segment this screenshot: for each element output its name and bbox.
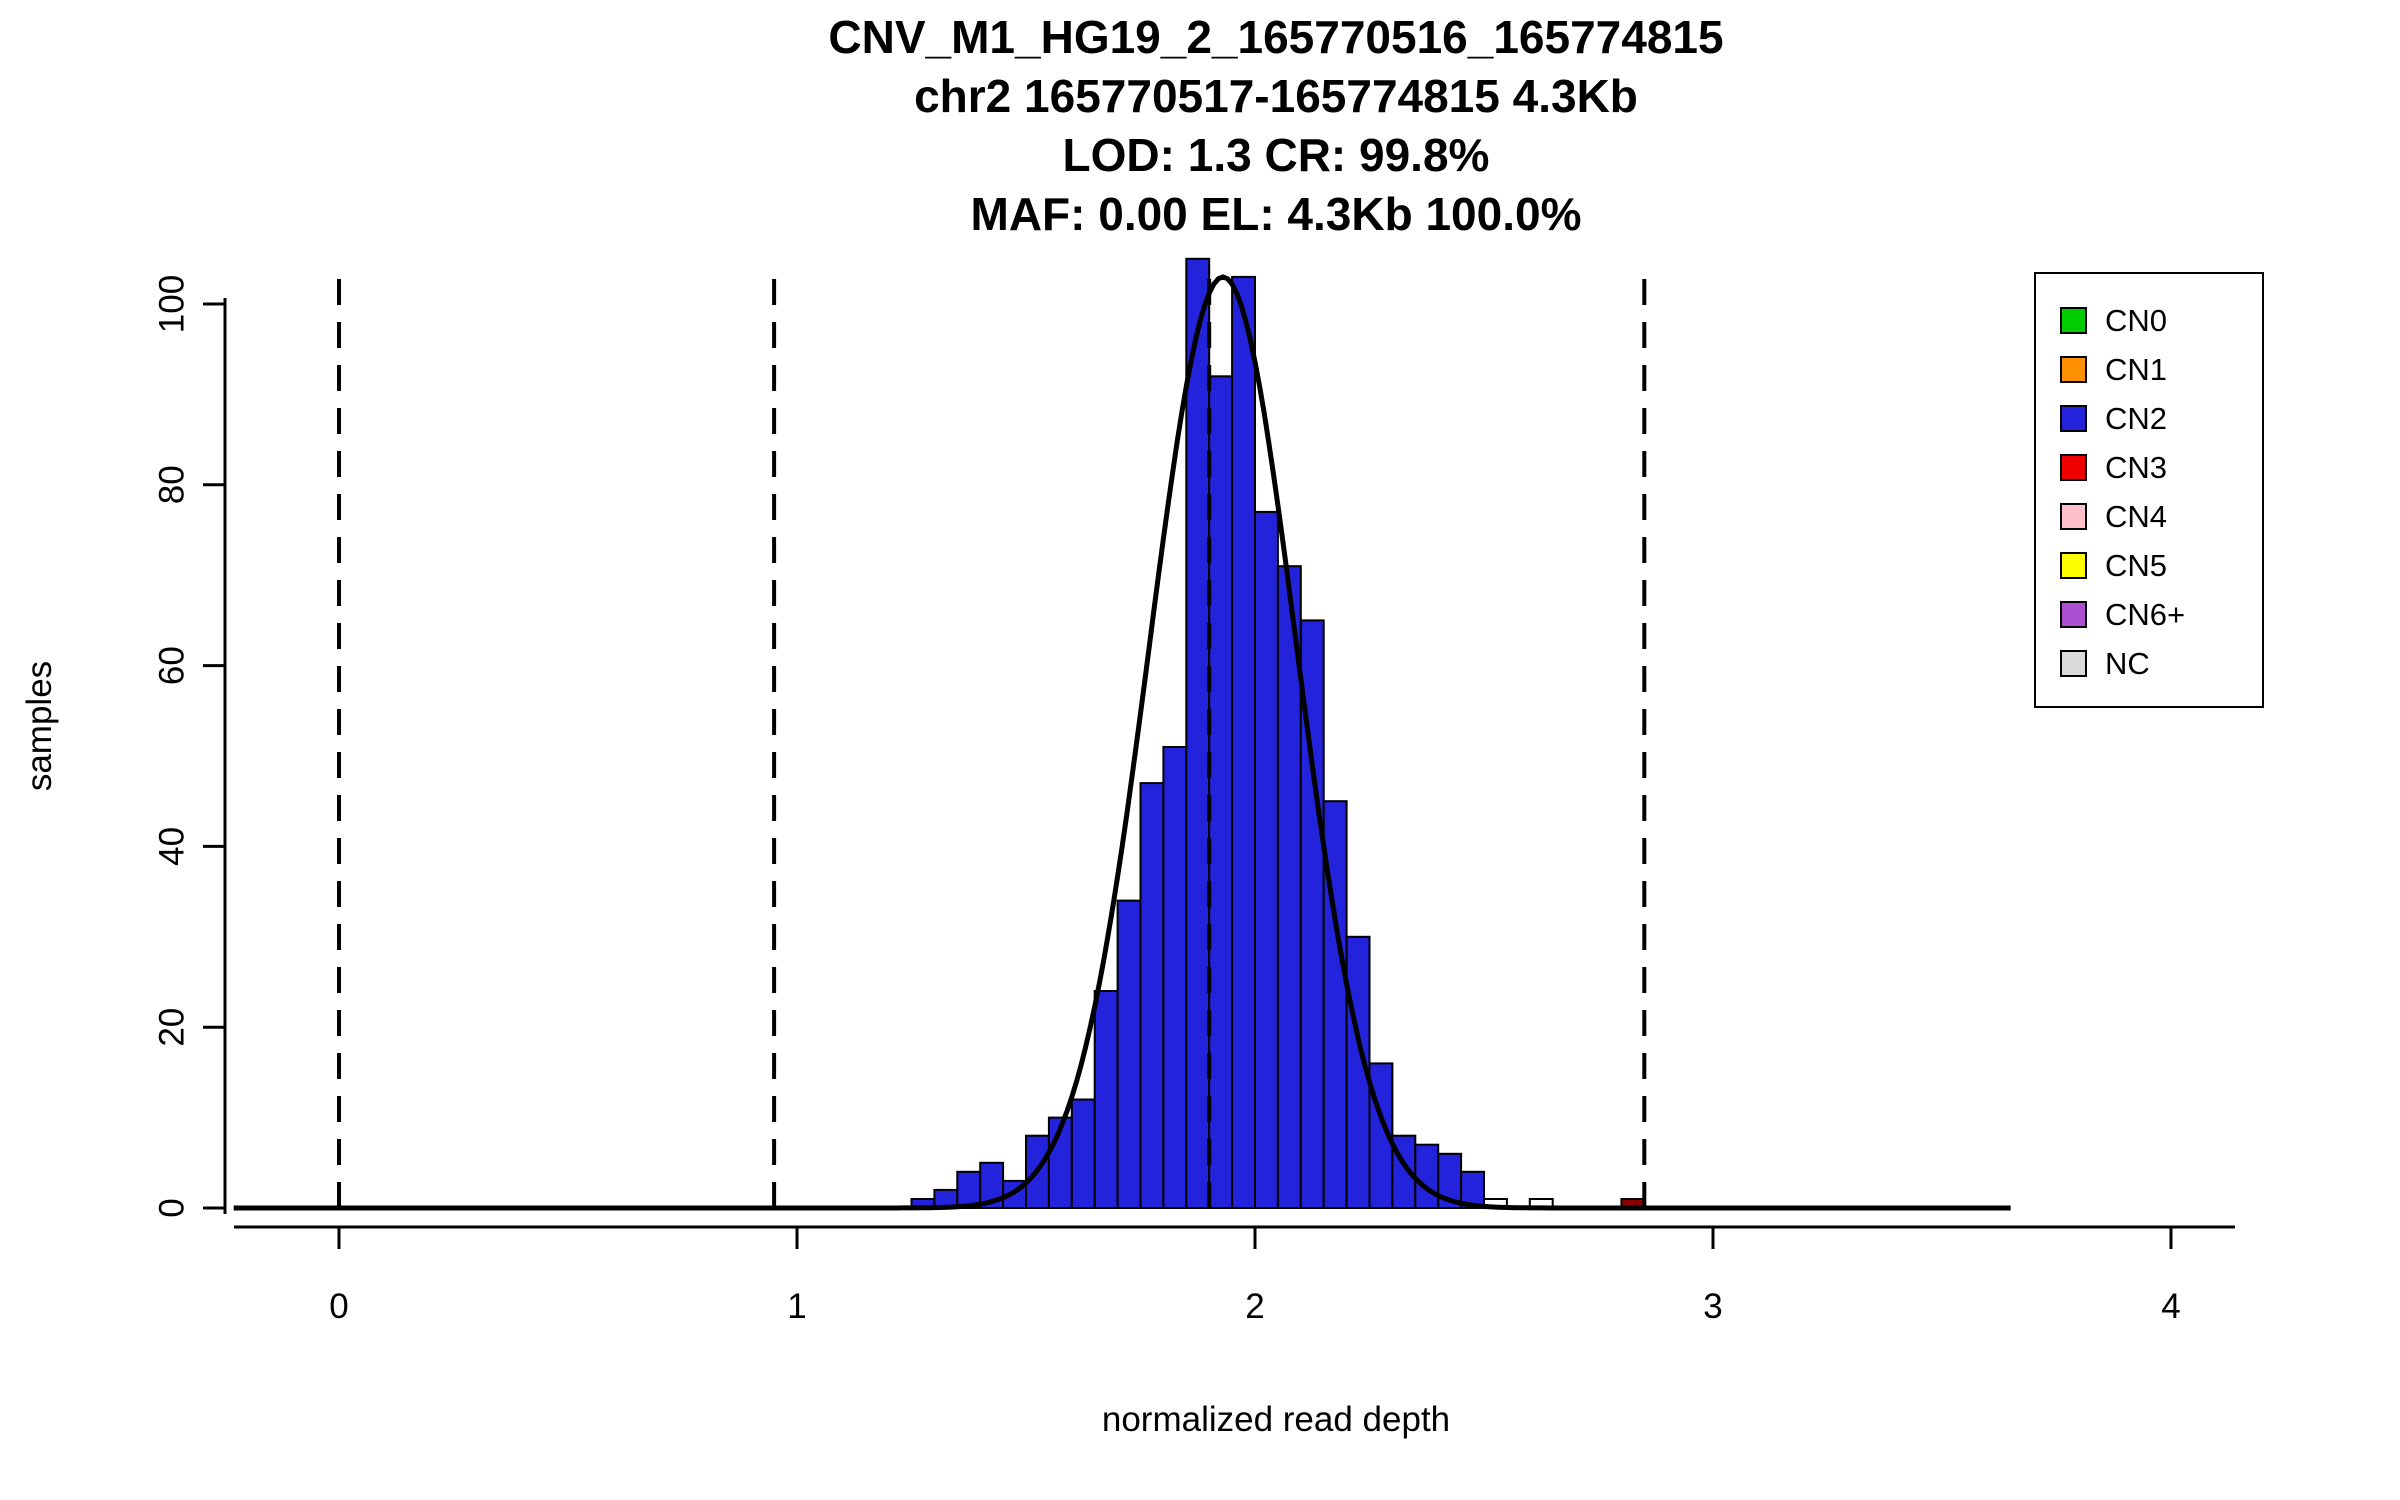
legend-item: CN4	[2060, 492, 2262, 541]
y-tick-label: 60	[153, 646, 192, 685]
legend-swatch	[2060, 601, 2087, 628]
histogram-bar	[1414, 1143, 1440, 1209]
legend-swatch	[2060, 552, 2087, 579]
chart-title: CNV_M1_HG19_2_165770516_165774815 chr2 1…	[150, 8, 2400, 244]
title-line-2: chr2 165770517-165774815 4.3Kb	[914, 70, 1638, 122]
x-tick-label: 3	[1703, 1287, 1722, 1326]
legend-label: CN2	[2105, 400, 2168, 436]
title-line-1: CNV_M1_HG19_2_165770516_165774815	[828, 11, 1724, 63]
x-tick-label: 0	[329, 1287, 348, 1326]
x-tick-label: 1	[787, 1287, 806, 1326]
legend-swatch	[2060, 503, 2087, 530]
y-tick-label: 40	[153, 827, 192, 866]
legend-swatch	[2060, 307, 2087, 334]
legend-swatch	[2060, 405, 2087, 432]
legend-swatch	[2060, 356, 2087, 383]
legend-label: CN3	[2105, 449, 2168, 485]
histogram-bar	[1254, 510, 1279, 1209]
histogram-bar	[1139, 782, 1165, 1209]
legend-item: CN3	[2060, 443, 2262, 492]
y-tick-label: 100	[153, 275, 192, 333]
legend-item: CN2	[2060, 394, 2262, 443]
histogram-bar	[1116, 899, 1142, 1209]
histogram-bar	[1093, 990, 1119, 1209]
legend-item: CN0	[2060, 296, 2262, 345]
legend-item: CN6+	[2060, 590, 2262, 639]
histogram-bar	[1208, 375, 1234, 1209]
y-tick-label: 80	[153, 465, 192, 504]
legend-label: CN1	[2105, 351, 2168, 387]
histogram-bar	[1460, 1170, 1485, 1210]
histogram-bar	[1185, 257, 1211, 1209]
legend-label: NC	[2105, 645, 2150, 681]
legend-label: CN4	[2105, 498, 2168, 534]
title-line-3: LOD: 1.3 CR: 99.8%	[1062, 129, 1490, 181]
x-tick-label: 4	[2161, 1287, 2180, 1326]
legend: CN0 CN1 CN2 CN3 CN4 CN5 CN6+ NC	[2034, 272, 2264, 708]
legend-item: NC	[2060, 639, 2262, 688]
legend-swatch	[2060, 650, 2087, 677]
legend-label: CN0	[2105, 302, 2168, 338]
title-line-4: MAF: 0.00 EL: 4.3Kb 100.0%	[970, 188, 1582, 240]
legend-label: CN6+	[2105, 596, 2186, 632]
histogram-bar	[1070, 1098, 1096, 1209]
y-tick-label: 20	[153, 1008, 192, 1047]
y-axis-title: samples	[20, 660, 59, 792]
density-curve	[233, 274, 2011, 1211]
y-tick-label: 0	[153, 1198, 192, 1217]
x-tick-label: 2	[1245, 1287, 1264, 1326]
x-axis-title: normalized read depth	[1101, 1400, 1451, 1439]
legend-item: CN5	[2060, 541, 2262, 590]
legend-label: CN5	[2105, 547, 2168, 583]
legend-swatch	[2060, 454, 2087, 481]
histogram-bar	[1231, 275, 1256, 1209]
histogram-bar	[1162, 746, 1188, 1209]
legend-item: CN1	[2060, 345, 2262, 394]
